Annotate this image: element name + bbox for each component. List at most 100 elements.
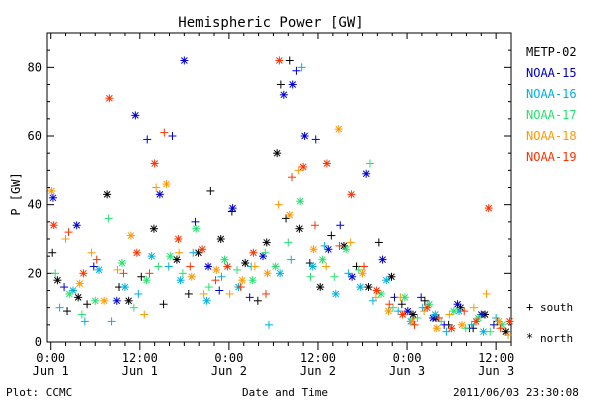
- data-point-north: [505, 317, 514, 326]
- x-tick-time-label: 12:00: [478, 351, 514, 365]
- data-point-south: [178, 269, 187, 278]
- data-point-north: [398, 310, 407, 319]
- data-point-north: [223, 262, 232, 271]
- data-point-north: [49, 221, 58, 230]
- data-point-north: [322, 159, 331, 168]
- data-point-south: [287, 255, 296, 264]
- data-point-north: [288, 80, 297, 89]
- data-point-north: [271, 262, 280, 271]
- data-point-north: [142, 276, 151, 285]
- data-point-south: [80, 317, 89, 326]
- data-point-north: [378, 255, 387, 264]
- data-point-north: [149, 224, 158, 233]
- data-point-north: [220, 255, 229, 264]
- data-point-south: [482, 289, 491, 298]
- data-point-south: [168, 132, 177, 140]
- data-point-north: [155, 190, 164, 199]
- legend-entry: NOAA-16: [526, 87, 577, 101]
- data-point-north: [79, 269, 88, 278]
- data-point-north: [187, 272, 196, 281]
- data-point-north: [382, 276, 391, 285]
- data-point-north: [276, 269, 285, 278]
- plot-timestamp: 2011/06/03 23:30:08: [453, 386, 579, 399]
- data-point-south: [261, 248, 270, 257]
- data-point-north: [75, 279, 84, 288]
- chart-title: Hemispheric Power [GW]: [178, 15, 363, 31]
- data-point-south: [253, 296, 262, 305]
- data-point-south: [306, 272, 315, 281]
- data-point-south: [236, 283, 245, 292]
- data-point-north: [131, 111, 140, 120]
- x-tick-date-label: Jun 2: [300, 364, 336, 378]
- x-tick-time-label: 0:00: [36, 351, 65, 365]
- data-point-south: [461, 324, 470, 333]
- data-point-north: [132, 248, 141, 257]
- data-point-north: [356, 283, 365, 292]
- data-point-south: [206, 186, 215, 195]
- data-point-south: [434, 313, 443, 322]
- data-point-south: [496, 324, 505, 333]
- data-point-north: [300, 132, 309, 140]
- data-point-north: [501, 327, 510, 336]
- data-point-south: [245, 293, 254, 302]
- data-point-south: [250, 262, 259, 271]
- x-tick-time-label: 12:00: [300, 351, 336, 365]
- marker-south-label: south: [540, 301, 573, 314]
- data-point-north: [74, 293, 83, 302]
- data-point-south: [287, 173, 296, 182]
- data-point-north: [249, 248, 258, 257]
- data-point-north: [342, 245, 351, 254]
- data-point-south: [160, 128, 169, 137]
- data-point-north: [348, 272, 357, 281]
- data-point-north: [174, 235, 183, 243]
- data-point-north: [263, 269, 272, 278]
- data-point-south: [311, 135, 320, 144]
- data-point-south: [137, 272, 146, 281]
- data-point-north: [112, 296, 121, 305]
- data-point-south: [113, 265, 122, 274]
- marker-north-label: north: [540, 332, 573, 345]
- data-point-north: [299, 162, 308, 171]
- y-tick-label: 80: [28, 60, 42, 74]
- data-point-south: [344, 269, 353, 278]
- data-point-south: [48, 248, 57, 257]
- data-point-south: [204, 283, 213, 292]
- data-point-north: [331, 289, 340, 298]
- data-point-south: [217, 272, 226, 281]
- data-point-north: [423, 303, 432, 312]
- data-point-south: [225, 289, 234, 298]
- data-point-south: [352, 262, 361, 271]
- data-point-north: [318, 255, 327, 264]
- data-point-north: [279, 90, 288, 99]
- x-tick-time-label: 0:00: [393, 351, 422, 365]
- data-point-south: [104, 214, 113, 223]
- data-point-south: [211, 276, 220, 285]
- data-point-south: [442, 327, 451, 336]
- data-point-north: [53, 276, 62, 285]
- marker-north-symbol: *: [526, 331, 533, 345]
- data-point-north: [262, 238, 271, 247]
- data-point-south: [346, 238, 355, 247]
- data-point-south: [189, 248, 198, 257]
- data-point-south: [83, 300, 92, 309]
- data-point-south: [469, 303, 478, 312]
- data-point-north: [228, 204, 237, 213]
- data-point-south: [175, 248, 184, 257]
- data-point-north: [180, 56, 189, 65]
- data-point-south: [396, 293, 405, 302]
- data-point-north: [100, 296, 109, 305]
- y-axis-label: P [GW]: [9, 172, 23, 215]
- data-point-north: [362, 169, 371, 178]
- data-point-south: [107, 317, 116, 326]
- data-point-south: [489, 320, 498, 329]
- data-point-north: [147, 252, 156, 261]
- data-point-north: [48, 193, 57, 202]
- data-point-south: [215, 286, 224, 295]
- data-point-north: [495, 317, 504, 326]
- y-tick-label: 0: [35, 335, 42, 349]
- data-points: [47, 56, 514, 340]
- data-point-north: [150, 159, 159, 168]
- data-point-south: [276, 80, 285, 89]
- data-point-south: [460, 307, 469, 316]
